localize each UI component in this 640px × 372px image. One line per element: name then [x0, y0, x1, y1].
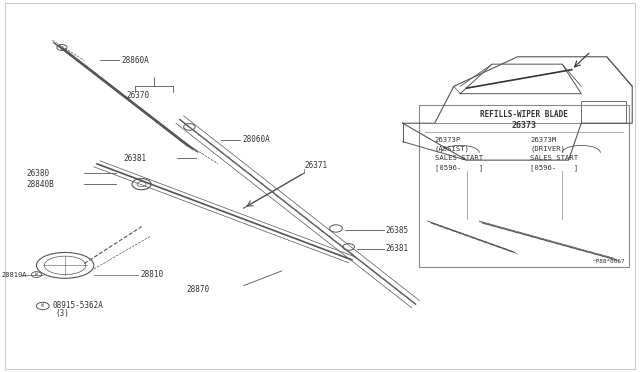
- Text: 26373P: 26373P: [435, 137, 461, 143]
- Text: 28840B: 28840B: [27, 180, 54, 189]
- Text: 26380: 26380: [27, 169, 50, 177]
- Text: 08915-5362A: 08915-5362A: [52, 301, 103, 311]
- Text: (DRIVER): (DRIVER): [531, 146, 565, 152]
- Text: SALES START: SALES START: [531, 155, 579, 161]
- Text: REFILLS-WIPER BLADE: REFILLS-WIPER BLADE: [480, 109, 568, 119]
- Text: 26385: 26385: [386, 226, 409, 235]
- Text: 26371: 26371: [304, 161, 327, 170]
- Text: 28060A: 28060A: [243, 135, 270, 144]
- Text: W: W: [35, 272, 38, 277]
- Text: 28810A: 28810A: [1, 272, 27, 278]
- Text: 26370: 26370: [127, 91, 150, 100]
- Text: 26373: 26373: [511, 121, 536, 129]
- Text: [0596-    ]: [0596- ]: [435, 164, 483, 171]
- Text: (ASSIST): (ASSIST): [435, 146, 470, 152]
- Text: 26381: 26381: [124, 154, 147, 163]
- Text: 26381: 26381: [386, 244, 409, 253]
- Text: W: W: [42, 303, 44, 308]
- Text: ^P88*0067: ^P88*0067: [593, 259, 626, 263]
- Text: 28810: 28810: [140, 270, 163, 279]
- Text: SALES START: SALES START: [435, 155, 483, 161]
- Text: 28870: 28870: [186, 285, 209, 294]
- Bar: [419, 105, 629, 267]
- Text: 28860A: 28860A: [121, 56, 149, 65]
- Text: [0596-    ]: [0596- ]: [531, 164, 579, 171]
- Text: (3): (3): [55, 309, 69, 318]
- Bar: [581, 101, 626, 123]
- Text: 26373M: 26373M: [531, 137, 557, 143]
